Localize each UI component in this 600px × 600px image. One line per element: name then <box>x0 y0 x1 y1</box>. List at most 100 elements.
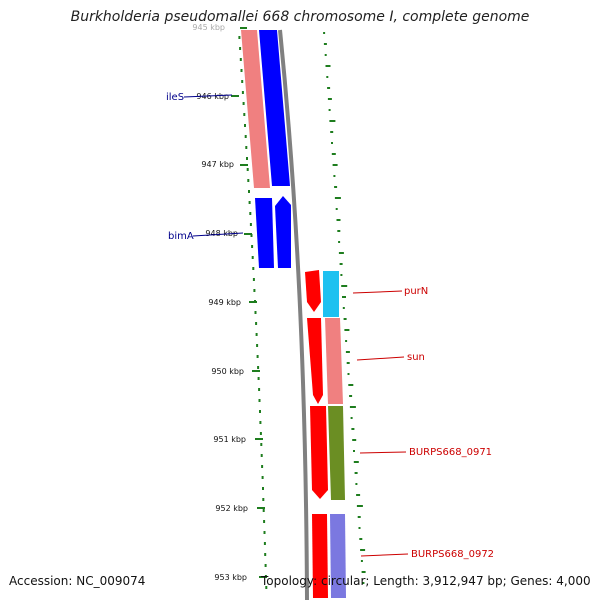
feature-dot <box>336 219 341 221</box>
feature-dot <box>343 318 347 320</box>
feature-dot <box>355 483 358 485</box>
ruler-dot <box>239 47 242 50</box>
feature-dot <box>342 296 346 298</box>
feature-dot <box>333 175 336 177</box>
ruler-dot <box>257 366 260 369</box>
feature-dot <box>353 450 355 452</box>
ruler-dot <box>242 102 245 105</box>
feature-dot <box>325 65 331 67</box>
feature-dot <box>332 164 338 166</box>
feature-dot <box>334 186 338 188</box>
gene-label-bimA: bimA <box>168 231 194 242</box>
tick-label: 948 kbp <box>205 229 238 238</box>
ruler-dot <box>244 124 246 127</box>
feature-dot <box>345 340 348 342</box>
ruler-dot <box>260 454 263 457</box>
feature-dot <box>348 384 354 386</box>
feature-dot <box>350 417 353 419</box>
topology-text: Topology: circular; Length: 3,912,947 bp… <box>261 574 591 588</box>
leader-line <box>183 94 233 98</box>
ruler-dot <box>257 377 260 380</box>
ruler-dot <box>251 256 254 259</box>
ruler-dot <box>250 234 253 237</box>
ruler-dot <box>248 201 251 204</box>
feature-dot <box>359 538 363 540</box>
ruler-dot <box>256 344 259 347</box>
ruler-dot <box>265 586 268 589</box>
gene-bimA-blue-left <box>255 198 274 268</box>
chromosome-backbone <box>278 29 309 600</box>
ruler-dot <box>258 388 261 391</box>
feature-dot <box>338 252 344 254</box>
feature-dot <box>345 351 350 353</box>
ruler-dot <box>254 311 257 314</box>
gene-bimA-blue-right <box>275 196 291 268</box>
feature-dot <box>360 549 366 551</box>
feature-dot <box>335 208 338 210</box>
feature-dot <box>361 571 366 573</box>
gene-ileS-pink <box>241 30 270 188</box>
leader-line <box>192 232 244 237</box>
gene-label-BURPS668_0972: BURPS668_0972 <box>411 549 494 560</box>
tick-label: 946 kbp <box>196 92 229 101</box>
ruler-dot <box>238 36 241 39</box>
gene-0972-lavender-block <box>330 514 346 598</box>
tick-label: 947 kbp <box>201 160 234 169</box>
tick-label: 951 kbp <box>213 435 246 444</box>
gene-ileS-blue <box>259 30 290 186</box>
ruler-ticks <box>231 27 267 578</box>
feature-dot <box>323 43 327 45</box>
ruler-dot <box>262 498 265 501</box>
feature-dot <box>340 274 343 276</box>
feature-dot <box>341 285 348 287</box>
ruler-dot <box>262 487 264 490</box>
ruler-dot <box>259 421 262 424</box>
leader-line <box>360 553 409 557</box>
ruler-dot <box>255 322 258 325</box>
feature-dot <box>331 142 333 144</box>
feature-dot <box>360 560 363 562</box>
gene-label-ileS: ileS <box>166 92 184 103</box>
map-title: Burkholderia pseudomallei 668 chromosome… <box>70 9 530 25</box>
feature-dot <box>357 516 361 518</box>
ruler-dot <box>240 69 243 72</box>
ruler-dot <box>258 399 261 402</box>
tick-label: 949 kbp <box>208 298 241 307</box>
leader-line <box>352 290 403 294</box>
feature-dot <box>358 527 361 529</box>
gene-purN-red <box>305 270 321 312</box>
ruler-dot <box>260 443 263 446</box>
ruler-dot <box>253 289 256 292</box>
feature-dot <box>356 494 361 496</box>
feature-dot <box>327 98 332 100</box>
ruler-dot <box>243 113 246 116</box>
ruler-dot <box>263 520 266 523</box>
ruler-dot <box>259 432 262 435</box>
ruler-dot <box>249 223 252 226</box>
ruler-dot <box>262 509 265 512</box>
right-feature-dots <box>323 32 366 584</box>
feature-dot <box>330 131 334 133</box>
gene-0972-red <box>312 514 328 598</box>
ruler-dot <box>261 476 264 479</box>
ruler-dot <box>256 355 259 358</box>
feature-dot <box>349 406 356 408</box>
feature-dot <box>324 54 327 56</box>
leader-line <box>356 356 405 361</box>
ruler-dot <box>252 267 255 270</box>
feature-dot <box>329 120 336 122</box>
feature-dot <box>349 395 353 397</box>
ruler-dot <box>241 91 244 94</box>
ruler-dot <box>255 333 258 336</box>
feature-dot <box>339 263 343 265</box>
ruler-dot <box>248 190 250 193</box>
gene-label-sun: sun <box>407 352 425 363</box>
ruler-dot <box>246 157 248 160</box>
feature-dot <box>323 32 326 34</box>
ruler-dot <box>263 542 266 545</box>
feature-dot <box>338 241 341 243</box>
ruler-dot <box>247 179 250 182</box>
tick-label: 945 kbp <box>192 23 225 32</box>
feature-dot <box>337 230 341 232</box>
